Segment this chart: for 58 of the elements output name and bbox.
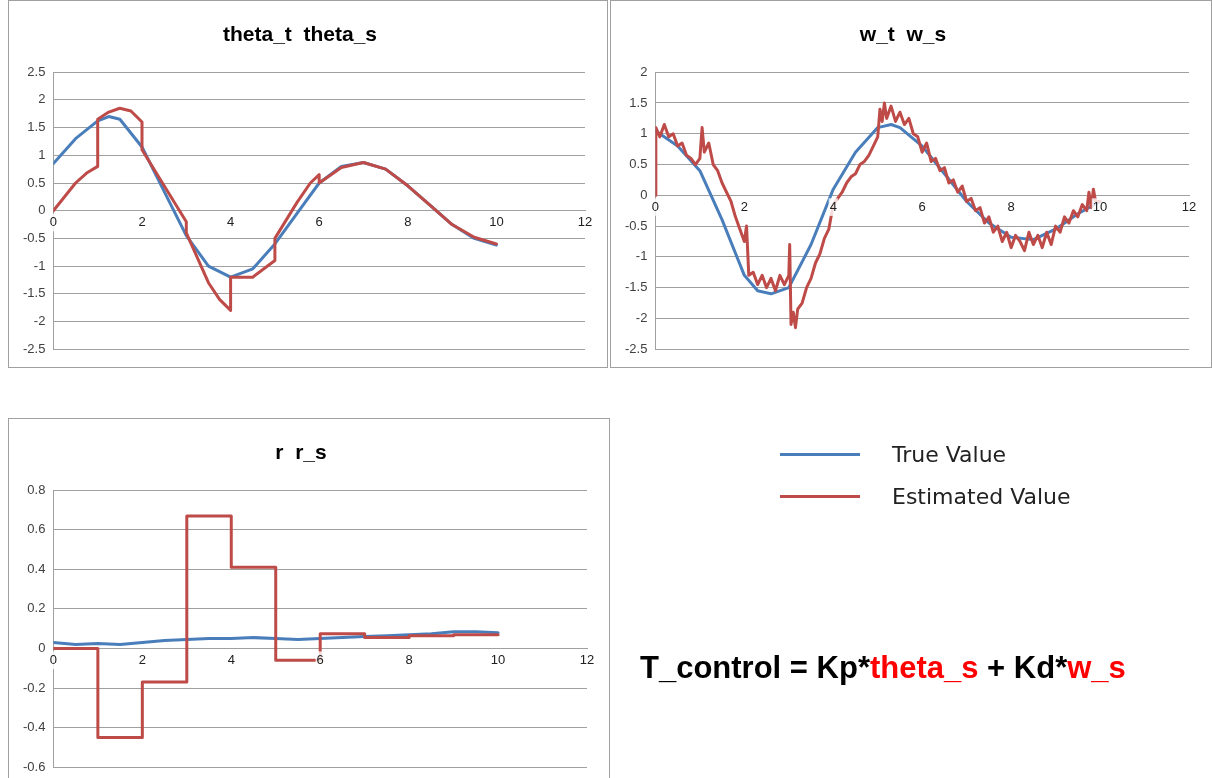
x-tick-label: 12 — [579, 651, 595, 667]
y-tick-label: -2.5 — [624, 340, 648, 356]
y-tick-label: 1 — [640, 125, 648, 141]
x-tick-label: 8 — [404, 214, 412, 230]
x-tick-label: 0 — [49, 651, 58, 667]
x-tick-label: 10 — [1092, 198, 1108, 214]
x-tick-label: 4 — [227, 651, 235, 667]
y-tick-label: 1.5 — [27, 119, 46, 135]
x-tick-label: 6 — [918, 198, 926, 214]
x-tick-label: 2 — [740, 198, 748, 214]
x-tick-label: 0 — [49, 214, 58, 230]
y-tick-label: -2 — [635, 310, 648, 325]
y-tick-label: 0 — [640, 186, 648, 202]
x-tick-label: 8 — [405, 651, 413, 667]
y-tick-label: 0.6 — [27, 521, 46, 537]
y-tick-label: 0.5 — [629, 156, 648, 172]
y-tick-label: 0.8 — [27, 481, 46, 497]
y-tick-label: -0.6 — [22, 758, 46, 774]
chart-title: w_t w_s — [858, 22, 947, 46]
y-tick-label: 0.5 — [27, 174, 46, 190]
y-tick-label: 2 — [640, 63, 648, 79]
y-tick-label: 0.2 — [27, 600, 46, 616]
y-tick-label: -0.2 — [22, 679, 46, 695]
y-tick-label: 0.4 — [27, 560, 46, 576]
legend-label: True Value — [892, 441, 1007, 467]
text: + Kd* — [986, 650, 1068, 685]
y-tick-label: -2 — [33, 313, 46, 329]
y-tick-label: -1.5 — [624, 279, 648, 295]
y-tick-label: -1.5 — [22, 285, 46, 301]
legend-label: Estimated Value — [892, 483, 1071, 509]
x-tick-label: 6 — [315, 214, 323, 230]
y-tick-label: -0.5 — [22, 229, 46, 245]
y-tick-label: -2.5 — [22, 340, 46, 356]
x-tick-label: 12 — [577, 214, 593, 230]
x-tick-label: 6 — [316, 651, 324, 667]
chart-title: r r_s — [275, 440, 327, 464]
y-tick-label: -0.4 — [22, 719, 46, 735]
text: T_control = Kp* — [640, 650, 870, 685]
y-tick-label: 2 — [38, 91, 46, 107]
x-tick-label: 12 — [1181, 198, 1197, 214]
y-tick-label: 0 — [38, 640, 46, 656]
y-tick-label: -0.5 — [624, 217, 648, 233]
text: theta_s — [869, 650, 979, 685]
y-tick-label: -1 — [33, 257, 46, 273]
x-tick-label: 2 — [138, 214, 146, 230]
x-tick-label: 4 — [829, 198, 837, 214]
y-tick-label: 2.5 — [27, 63, 46, 79]
chart-title: theta_t theta_s — [222, 22, 378, 46]
y-tick-label: -1 — [635, 248, 648, 264]
y-tick-label: 1.5 — [629, 94, 648, 110]
x-tick-label: 8 — [1007, 198, 1015, 214]
x-tick-label: 0 — [651, 198, 660, 214]
y-tick-label: 1 — [38, 146, 46, 162]
x-tick-label: 2 — [138, 651, 146, 667]
x-tick-label: 10 — [489, 214, 504, 230]
x-tick-label: 4 — [226, 214, 235, 230]
text: w_s — [1067, 650, 1126, 685]
x-tick-label: 10 — [490, 651, 506, 667]
